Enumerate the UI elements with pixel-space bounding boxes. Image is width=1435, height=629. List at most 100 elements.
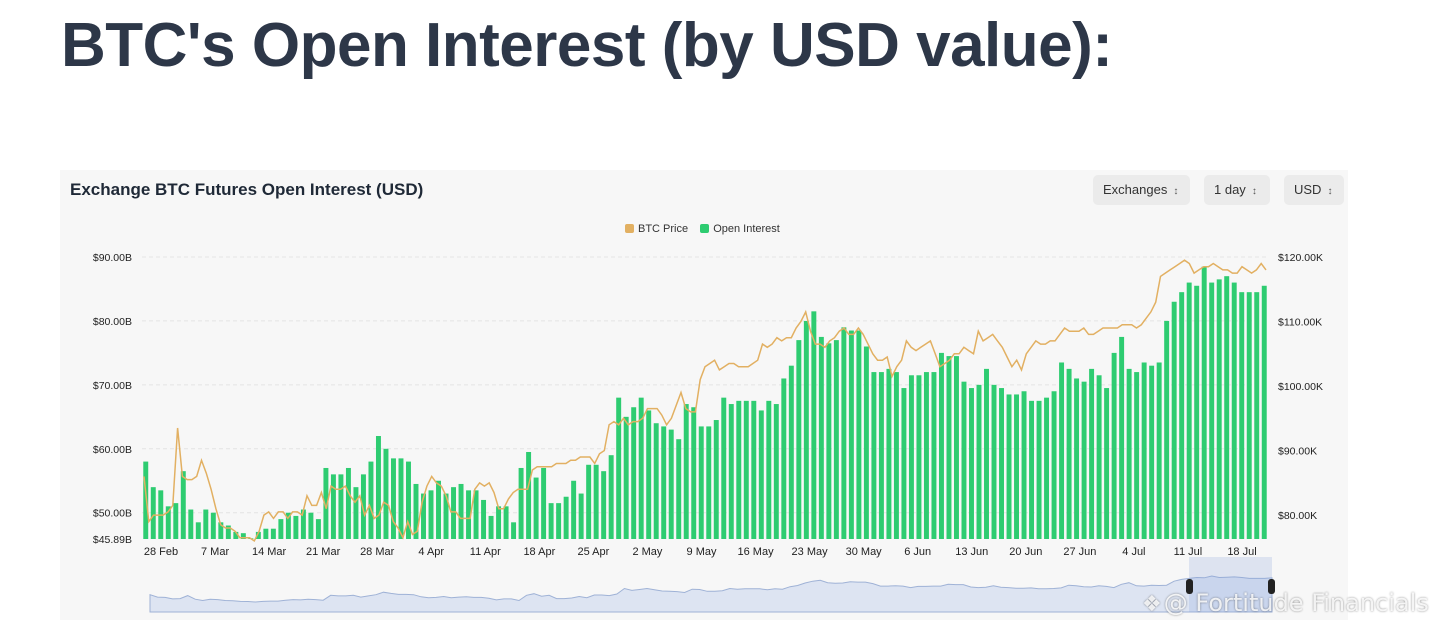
- oi-bar: [773, 404, 779, 539]
- exchanges-dropdown[interactable]: Exchanges ↕: [1093, 175, 1190, 205]
- watermark: ❖@ Fortitude Financials: [1142, 589, 1429, 617]
- oi-bar: [548, 503, 554, 539]
- navigator-area: [149, 575, 1273, 613]
- oi-bar: [1201, 266, 1207, 539]
- oi-bar: [623, 416, 629, 539]
- x-tick-label: 23 May: [792, 546, 829, 558]
- oi-bar: [180, 471, 186, 539]
- y-left-tick-label: $60.00B: [93, 444, 132, 456]
- oi-bar: [1051, 391, 1057, 539]
- oi-bar: [743, 400, 749, 539]
- oi-bar: [826, 343, 832, 539]
- oi-bar: [1096, 375, 1102, 539]
- chevron-updown-icon: ↕: [1327, 186, 1333, 197]
- currency-dropdown[interactable]: USD ↕: [1284, 175, 1344, 205]
- y-right-tick-label: $100.00K: [1278, 381, 1323, 393]
- oi-bar: [1066, 368, 1072, 539]
- oi-bar: [218, 522, 224, 539]
- oi-bar: [668, 429, 674, 539]
- oi-bar: [143, 461, 149, 539]
- oi-bar: [188, 509, 194, 539]
- y-right-tick-label: $120.00K: [1278, 252, 1323, 264]
- oi-bar: [908, 375, 914, 539]
- x-tick-label: 28 Feb: [144, 546, 178, 558]
- x-tick-label: 7 Mar: [201, 546, 229, 558]
- oi-bar: [210, 512, 216, 539]
- oi-bar: [1156, 362, 1162, 539]
- oi-bar: [593, 464, 599, 539]
- oi-bar: [1239, 292, 1245, 539]
- oi-bar: [511, 522, 517, 539]
- oi-bar: [811, 311, 817, 539]
- x-tick-label: 27 Jun: [1063, 546, 1096, 558]
- x-tick-label: 25 Apr: [577, 546, 609, 558]
- oi-bar: [916, 375, 922, 539]
- oi-bar: [653, 423, 659, 539]
- range-navigator[interactable]: [149, 557, 1275, 613]
- x-tick-label: 14 Mar: [252, 546, 287, 558]
- oi-bar: [871, 372, 877, 539]
- interval-dropdown[interactable]: 1 day ↕: [1204, 175, 1270, 205]
- oi-bar: [713, 420, 719, 539]
- legend-item-btc-price[interactable]: BTC Price: [625, 223, 688, 235]
- oi-bar: [278, 519, 284, 539]
- oi-bar: [390, 458, 396, 539]
- exchanges-dropdown-label: Exchanges: [1103, 182, 1168, 197]
- oi-bar: [984, 368, 989, 539]
- oi-bar: [240, 533, 246, 539]
- oi-bar: [698, 426, 704, 539]
- y-axis-left: $45.89B $50.00B $60.00B $70.00B $80.00B $90.0…: [93, 252, 132, 546]
- oi-bar: [631, 407, 637, 539]
- oi-bar: [878, 372, 884, 539]
- oi-bar: [383, 448, 389, 539]
- oi-bar: [1254, 292, 1260, 539]
- x-tick-label: 16 May: [738, 546, 775, 558]
- oi-bar: [796, 340, 802, 539]
- oi-bar: [608, 455, 614, 539]
- oi-bar: [1194, 285, 1200, 539]
- oi-bar: [856, 330, 862, 539]
- oi-bar: [586, 464, 592, 539]
- y-right-tick-label: $80.00K: [1278, 510, 1317, 522]
- oi-bar: [421, 493, 426, 539]
- open-interest-bars: [143, 266, 1267, 539]
- oi-bar: [803, 320, 809, 539]
- oi-bar: [969, 388, 974, 539]
- oi-bar: [398, 458, 404, 539]
- oi-bar: [150, 487, 156, 539]
- legend-item-open-interest[interactable]: Open Interest: [700, 223, 780, 235]
- oi-chart: $45.89B $50.00B $60.00B $70.00B $80.00B $90.0…: [93, 252, 1323, 613]
- oi-bar: [1164, 320, 1170, 539]
- oi-bar: [1224, 276, 1230, 539]
- oi-bar: [601, 471, 607, 539]
- oi-bar: [961, 381, 967, 539]
- oi-bar: [443, 493, 449, 539]
- x-tick-label: 20 Jun: [1009, 546, 1042, 558]
- oi-bar: [428, 490, 434, 539]
- oi-bar: [233, 531, 239, 539]
- oi-bar: [953, 356, 959, 539]
- y-left-tick-label: $45.89B: [93, 534, 132, 546]
- oi-bar: [1126, 368, 1132, 539]
- y-left-tick-label: $80.00B: [93, 316, 132, 328]
- oi-bar: [1104, 388, 1110, 539]
- oi-bar: [766, 400, 772, 539]
- oi-bar: [1036, 400, 1042, 539]
- oi-bar: [436, 480, 441, 539]
- legend-label-btc-price: BTC Price: [638, 223, 689, 235]
- oi-bar: [946, 356, 952, 539]
- oi-bar: [1231, 282, 1237, 539]
- oi-bar: [165, 506, 171, 539]
- oi-bar: [1021, 391, 1027, 539]
- chevron-updown-icon: ↕: [1173, 186, 1179, 197]
- oi-bar: [503, 506, 509, 539]
- oi-bar: [999, 388, 1004, 539]
- oi-bar: [863, 346, 869, 539]
- watermark-text: @ Fortitude Financials: [1163, 589, 1429, 617]
- oi-bar: [330, 474, 336, 539]
- navigator-handle: [1268, 579, 1275, 594]
- oi-bar: [488, 515, 494, 539]
- x-tick-label: 4 Jul: [1122, 546, 1145, 558]
- oi-bar: [375, 436, 381, 539]
- oi-bar: [518, 467, 524, 539]
